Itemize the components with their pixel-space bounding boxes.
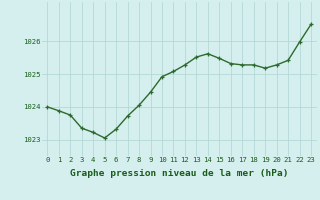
X-axis label: Graphe pression niveau de la mer (hPa): Graphe pression niveau de la mer (hPa) [70,169,288,178]
